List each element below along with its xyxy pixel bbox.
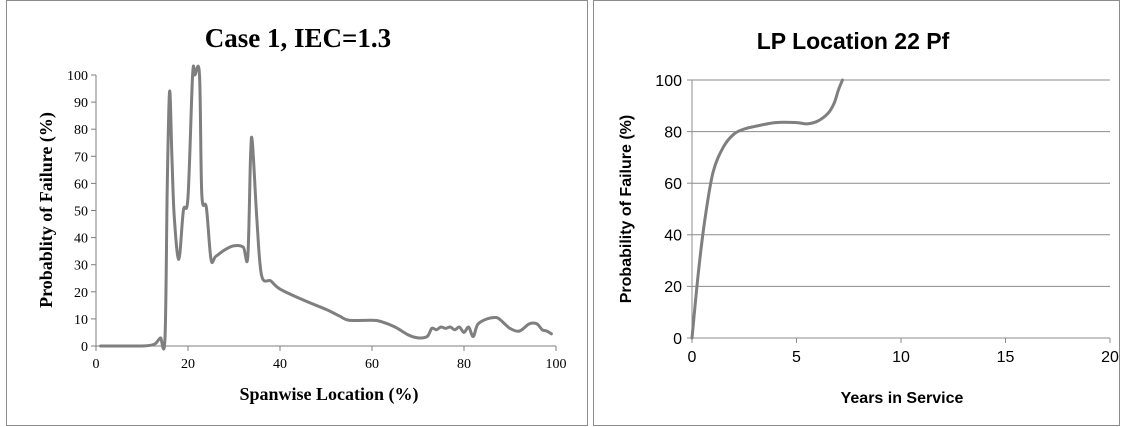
x-tick-label: 5 xyxy=(792,349,801,366)
x-tick-label: 0 xyxy=(93,357,100,372)
y-tick-label: 10 xyxy=(74,313,88,328)
chart-case1: Case 1, IEC=1.3 Spanwise Location (%) Pr… xyxy=(36,23,567,405)
y-tick-label: 0 xyxy=(81,340,88,355)
x-tick-label: 15 xyxy=(997,349,1015,366)
y-tick-label: 50 xyxy=(74,205,88,220)
x-tick-label: 20 xyxy=(1101,349,1119,366)
y-tick-label: 20 xyxy=(664,279,682,296)
y-axis-label: Probability of Failure (%) xyxy=(618,115,635,303)
axes xyxy=(91,74,557,351)
y-tick-label: 70 xyxy=(74,150,88,165)
x-axis-label: Spanwise Location (%) xyxy=(239,384,418,405)
x-tick-label: 0 xyxy=(688,349,697,366)
chart-title: LP Location 22 Pf xyxy=(757,28,950,54)
y-tick-label: 80 xyxy=(664,124,682,141)
y-tick-label: 90 xyxy=(74,96,88,111)
chart-title: Case 1, IEC=1.3 xyxy=(205,23,391,53)
series-line xyxy=(690,78,844,340)
x-tick-label: 80 xyxy=(457,357,471,372)
series-line xyxy=(99,64,553,351)
x-tick-label: 100 xyxy=(546,357,567,372)
tick-labels: 0 5 10 15 20 0 20 40 60 80 100 xyxy=(655,73,1119,366)
y-tick-label: 60 xyxy=(664,176,682,193)
y-tick-label: 40 xyxy=(664,228,682,245)
x-tick-label: 20 xyxy=(181,357,195,372)
chart-lp-location: LP Location 22 Pf Years in Service Proba… xyxy=(618,28,1119,407)
gridlines xyxy=(692,79,1110,287)
y-tick-label: 100 xyxy=(67,69,88,84)
y-tick-label: 80 xyxy=(74,123,88,138)
y-tick-label: 40 xyxy=(74,232,88,247)
x-tick-label: 10 xyxy=(892,349,910,366)
x-tick-label: 60 xyxy=(365,357,379,372)
y-axis-label: Probablity of Failure (%) xyxy=(36,112,57,308)
x-tick-label: 40 xyxy=(273,357,287,372)
tick-labels: 0 20 40 60 80 100 0 10 20 30 40 50 60 70 80 90 100 xyxy=(67,69,567,372)
axes xyxy=(687,79,1111,343)
series-lines xyxy=(99,64,553,351)
chart-panel-left: Case 1, IEC=1.3 Spanwise Location (%) Pr… xyxy=(6,0,588,426)
x-axis-label: Years in Service xyxy=(841,390,964,407)
chart-panel-right: LP Location 22 Pf Years in Service Proba… xyxy=(593,0,1120,426)
y-tick-label: 0 xyxy=(673,331,682,348)
y-tick-label: 20 xyxy=(74,286,88,301)
y-tick-label: 100 xyxy=(655,73,682,90)
y-tick-label: 60 xyxy=(74,177,88,192)
series-lines xyxy=(690,78,844,340)
y-tick-label: 30 xyxy=(74,259,88,274)
